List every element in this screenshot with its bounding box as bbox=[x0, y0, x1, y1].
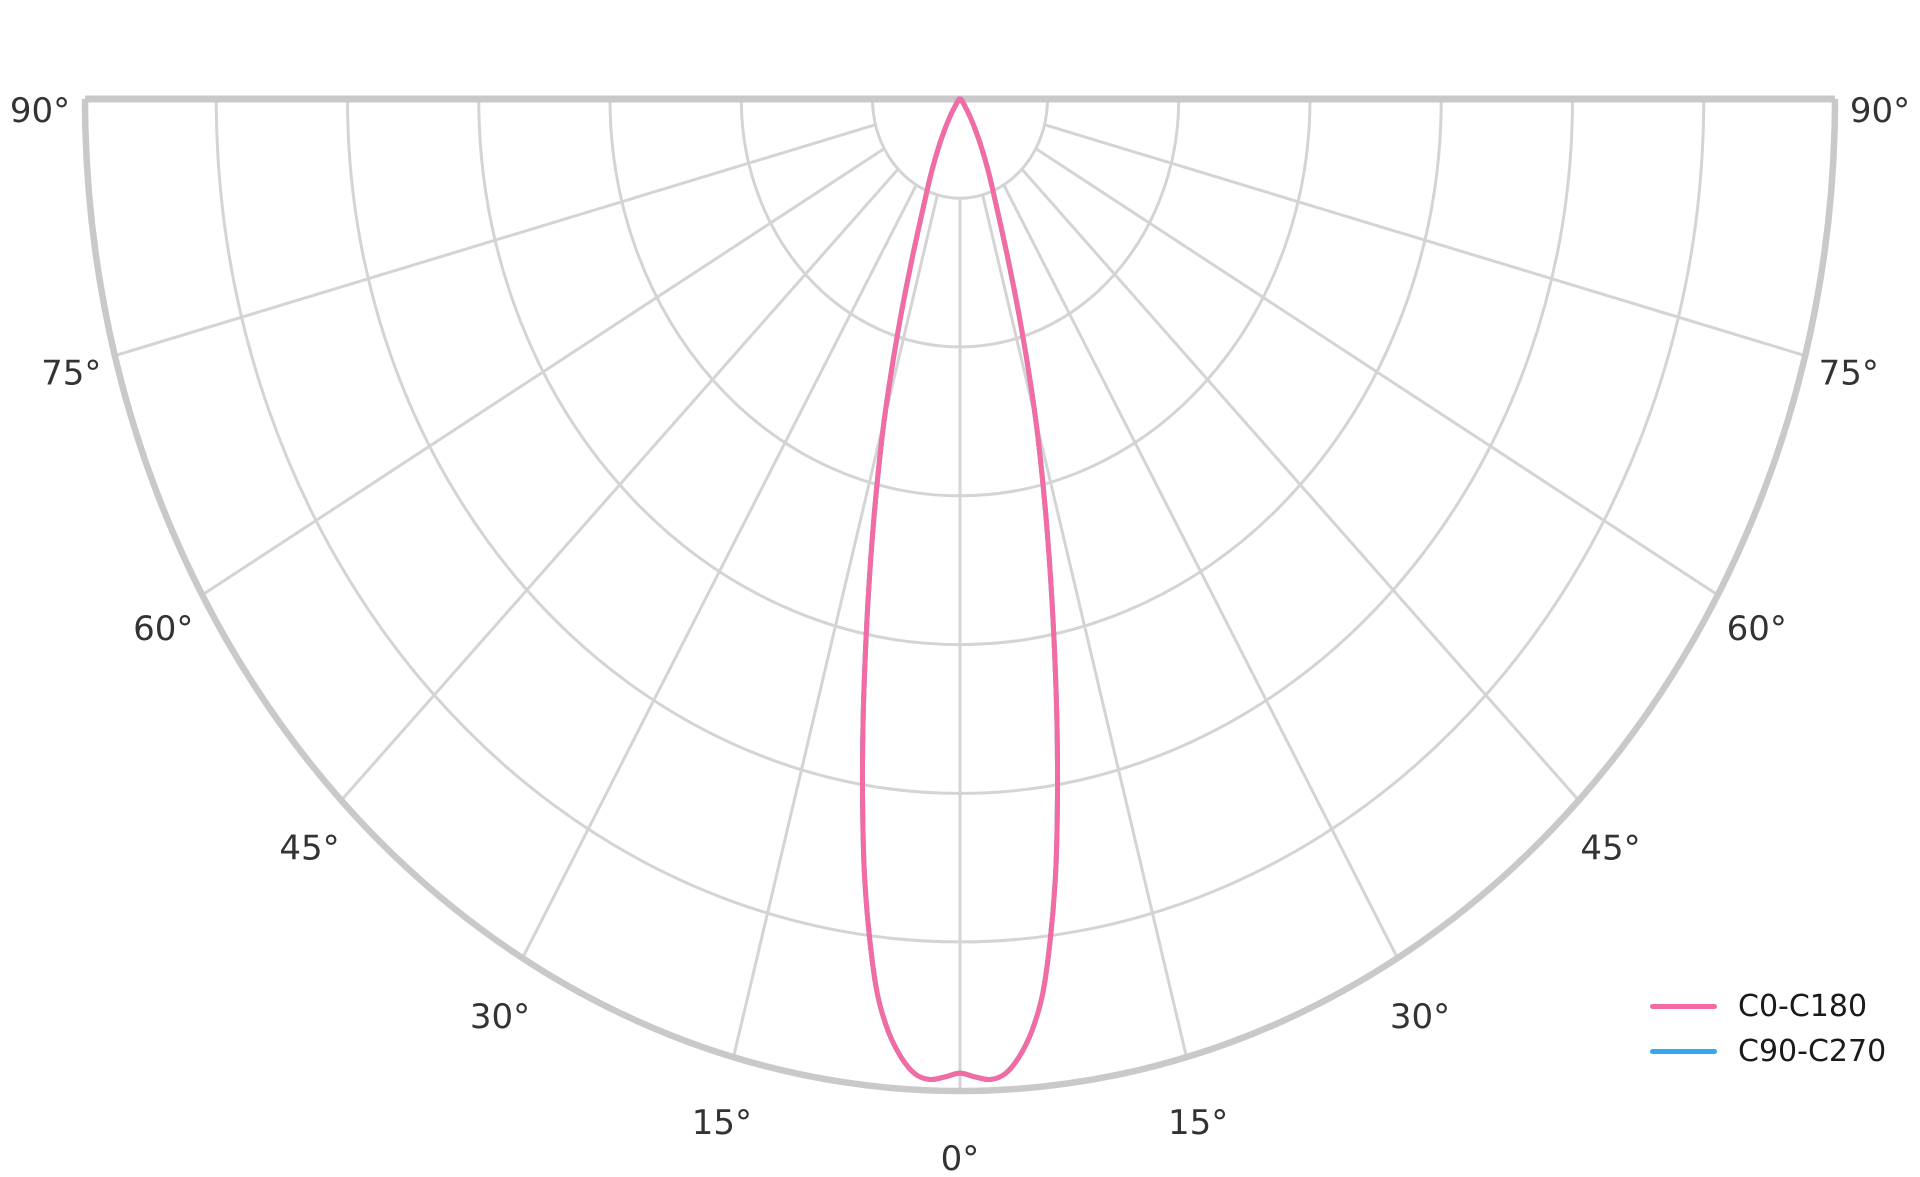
spoke-gridline bbox=[201, 147, 886, 597]
angle-tick-label: 90° bbox=[1850, 91, 1910, 131]
legend-swatch-c0-c180 bbox=[1650, 1004, 1717, 1009]
angle-tick-label: 75° bbox=[41, 353, 101, 393]
spoke-gridline bbox=[340, 168, 900, 802]
angle-tick-label: 75° bbox=[1819, 353, 1879, 393]
spoke-gridline bbox=[1020, 168, 1580, 802]
angle-tick-label: 15° bbox=[1168, 1103, 1228, 1143]
spoke-gridline bbox=[732, 194, 939, 1058]
legend-label-c90-c270: C90-C270 bbox=[1738, 1034, 1887, 1069]
legend: C0-C180 C90-C270 bbox=[1650, 984, 1886, 1074]
legend-swatch-c90-c270 bbox=[1650, 1049, 1717, 1054]
spoke-gridline bbox=[521, 184, 918, 959]
spoke-gridline bbox=[1044, 123, 1806, 358]
angle-tick-label: 45° bbox=[1580, 829, 1640, 869]
legend-label-c0-c180: C0-C180 bbox=[1738, 989, 1868, 1024]
angle-tick-label: 60° bbox=[1727, 609, 1787, 649]
boundary-arc bbox=[81, 98, 1839, 1095]
angle-tick-label: 30° bbox=[470, 997, 530, 1037]
ring-gridline bbox=[871, 98, 1049, 200]
spoke-gridline bbox=[1002, 184, 1399, 959]
angle-gridlines bbox=[114, 123, 1806, 1091]
angle-tick-label: 0° bbox=[941, 1139, 980, 1177]
angle-tick-label: 90° bbox=[10, 91, 70, 131]
angle-tick-label: 60° bbox=[133, 609, 193, 649]
legend-item-c0-c180: C0-C180 bbox=[1650, 984, 1886, 1029]
angle-tick-labels: 90° 75° 60° 45° 30° 15° 0° 15° 30° 45° 60° 75° 90° bbox=[10, 91, 1910, 1177]
spoke-gridline bbox=[1034, 147, 1719, 597]
angle-tick-label: 15° bbox=[692, 1103, 752, 1143]
spoke-gridline bbox=[114, 123, 876, 358]
angle-tick-label: 30° bbox=[1390, 997, 1450, 1037]
spoke-gridline bbox=[981, 194, 1188, 1058]
series-c0-c180-curve bbox=[859, 96, 1061, 1083]
legend-item-c90-c270: C90-C270 bbox=[1650, 1029, 1886, 1074]
angle-tick-label: 45° bbox=[279, 829, 339, 869]
